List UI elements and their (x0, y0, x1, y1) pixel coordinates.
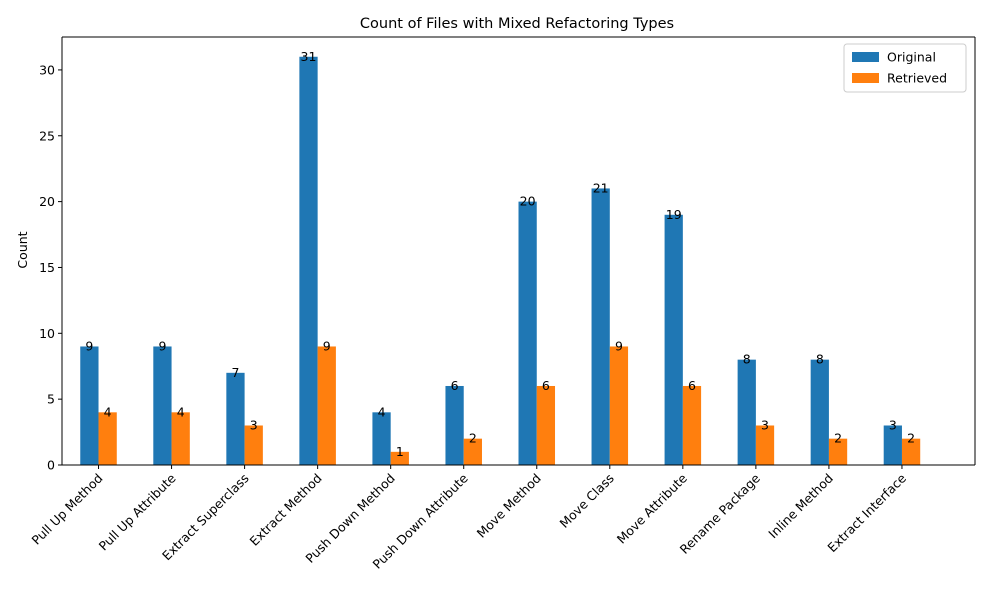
bar-retrieved (828, 438, 848, 465)
y-tick-label: 5 (47, 392, 55, 407)
bar-value-label: 6 (542, 378, 550, 393)
bar-value-label: 8 (816, 352, 824, 367)
bar-original (883, 425, 902, 465)
bar-value-label: 6 (451, 378, 459, 393)
bar-original (591, 188, 610, 465)
bar-value-label: 9 (85, 338, 93, 353)
bar-value-label: 9 (615, 338, 623, 353)
x-tick-label: Inline Method (765, 471, 836, 542)
bar-retrieved (609, 346, 629, 465)
bar-value-label: 4 (104, 404, 112, 419)
bar-original (299, 56, 318, 465)
x-tick-label: Pull Up Method (28, 471, 105, 548)
bar-original (226, 372, 245, 465)
x-tick-label: Move Class (557, 471, 617, 531)
bar-value-label: 21 (593, 180, 609, 195)
y-tick-label: 30 (39, 62, 55, 77)
bar-retrieved (171, 412, 190, 465)
y-tick-label: 0 (47, 458, 55, 473)
y-tick-label: 20 (39, 194, 55, 209)
bar-original (810, 359, 829, 465)
bar-value-label: 3 (761, 417, 769, 432)
bar-value-label: 2 (907, 431, 915, 446)
bar-original (518, 201, 537, 465)
legend-swatch-retrieved (852, 73, 879, 83)
bar-value-label: 2 (469, 431, 477, 446)
legend-label: Original (887, 50, 936, 65)
x-tick-label: Pull Up Attribute (96, 470, 179, 553)
bar-retrieved (244, 425, 263, 465)
bar-original (737, 359, 756, 465)
bar-retrieved (463, 438, 482, 465)
legend: Original Retrieved (843, 43, 967, 93)
y-axis-label: Count (15, 231, 30, 268)
bar-original (372, 412, 391, 465)
bar-value-label: 31 (301, 49, 317, 64)
bar-value-label: 20 (520, 194, 536, 209)
bar-value-label: 8 (743, 352, 751, 367)
x-tick-label: Extract Interface (824, 470, 909, 555)
bar-value-label: 7 (231, 365, 239, 380)
bar-original (153, 346, 172, 465)
y-tick-label: 25 (39, 128, 55, 143)
bar-retrieved (317, 346, 336, 465)
bar-retrieved (98, 412, 117, 465)
bar-original (664, 214, 683, 465)
bar-value-label: 3 (250, 417, 258, 432)
bar-value-label: 4 (378, 404, 386, 419)
x-tick-label: Extract Method (247, 471, 325, 549)
y-tick-label: 10 (39, 326, 55, 341)
bar-retrieved (536, 385, 556, 465)
bar-value-label: 4 (177, 404, 185, 419)
bar-retrieved (390, 451, 409, 465)
bar-value-label: 1 (396, 444, 404, 459)
bar-value-label: 2 (834, 431, 842, 446)
bar-original (445, 385, 464, 465)
x-tick-label: Move Attribute (614, 470, 690, 546)
bar-original (80, 346, 99, 465)
legend-label: Retrieved (887, 71, 947, 86)
y-tick-label: 15 (39, 260, 55, 275)
bar-retrieved (682, 385, 702, 465)
bar-retrieved (901, 438, 921, 465)
bar-value-label: 19 (666, 207, 682, 222)
bar-value-label: 9 (158, 338, 166, 353)
bar-value-label: 3 (889, 417, 897, 432)
bar-retrieved (755, 425, 775, 465)
chart-title: Count of Files with Mixed Refactoring Ty… (360, 16, 674, 32)
x-tick-label: Rename Package (677, 470, 764, 557)
legend-swatch-original (852, 52, 879, 62)
x-tick-label: Move Method (474, 471, 544, 541)
bar-value-label: 6 (688, 378, 696, 393)
bar-value-label: 9 (323, 338, 331, 353)
